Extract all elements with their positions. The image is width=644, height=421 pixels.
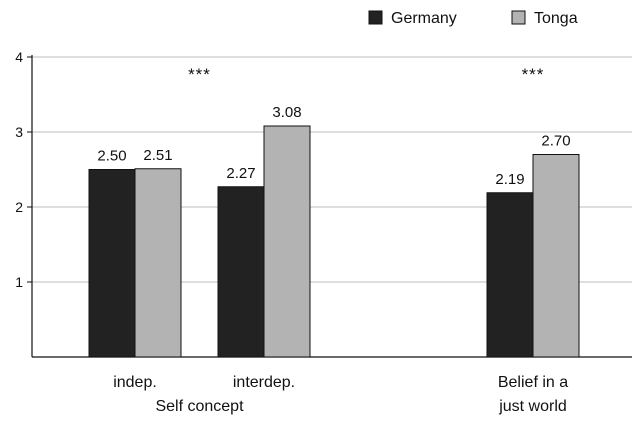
- value-label-1-0: 2.27: [226, 165, 255, 182]
- bar-0-1: [134, 168, 182, 358]
- category-label-1: interdep.: [233, 374, 295, 391]
- category-label-2-line-0: Belief in a: [498, 374, 568, 391]
- bar-2-1: [532, 154, 580, 358]
- value-label-0-0: 2.50: [97, 148, 126, 165]
- value-label-2-0: 2.19: [495, 171, 524, 188]
- bar-1-1: [263, 125, 311, 358]
- legend: Germany Tonga: [368, 10, 578, 27]
- y-tick-label-0: 1: [15, 274, 23, 290]
- legend-swatch-0: [368, 10, 383, 25]
- y-tick-label-1: 2: [15, 199, 23, 215]
- category-label-0: indep.: [113, 374, 157, 391]
- legend-label-0: Germany: [391, 10, 457, 27]
- value-label-1-1: 3.08: [272, 104, 301, 121]
- bars: [88, 125, 580, 358]
- value-label-2-1: 2.70: [541, 133, 570, 150]
- group-label-0: Self concept: [155, 398, 244, 415]
- bar-2-0: [486, 192, 534, 358]
- value-label-0-1: 2.51: [143, 147, 172, 164]
- legend-swatch-1: [511, 10, 526, 25]
- legend-label-1: Tonga: [534, 10, 578, 27]
- category-label-2-line-1: just world: [498, 398, 567, 415]
- y-tick-label-3: 4: [15, 49, 23, 65]
- significance-marker-1: ***: [522, 65, 545, 84]
- y-tick-label-2: 3: [15, 124, 23, 140]
- labels: 1 2 3 4 2.50 2.51 indep. 2.27 3.08 interdep. 2.19 2…: [15, 49, 570, 415]
- significance-marker-0: ***: [188, 65, 211, 84]
- bar-1-0: [217, 186, 265, 358]
- bar-0-0: [88, 169, 136, 358]
